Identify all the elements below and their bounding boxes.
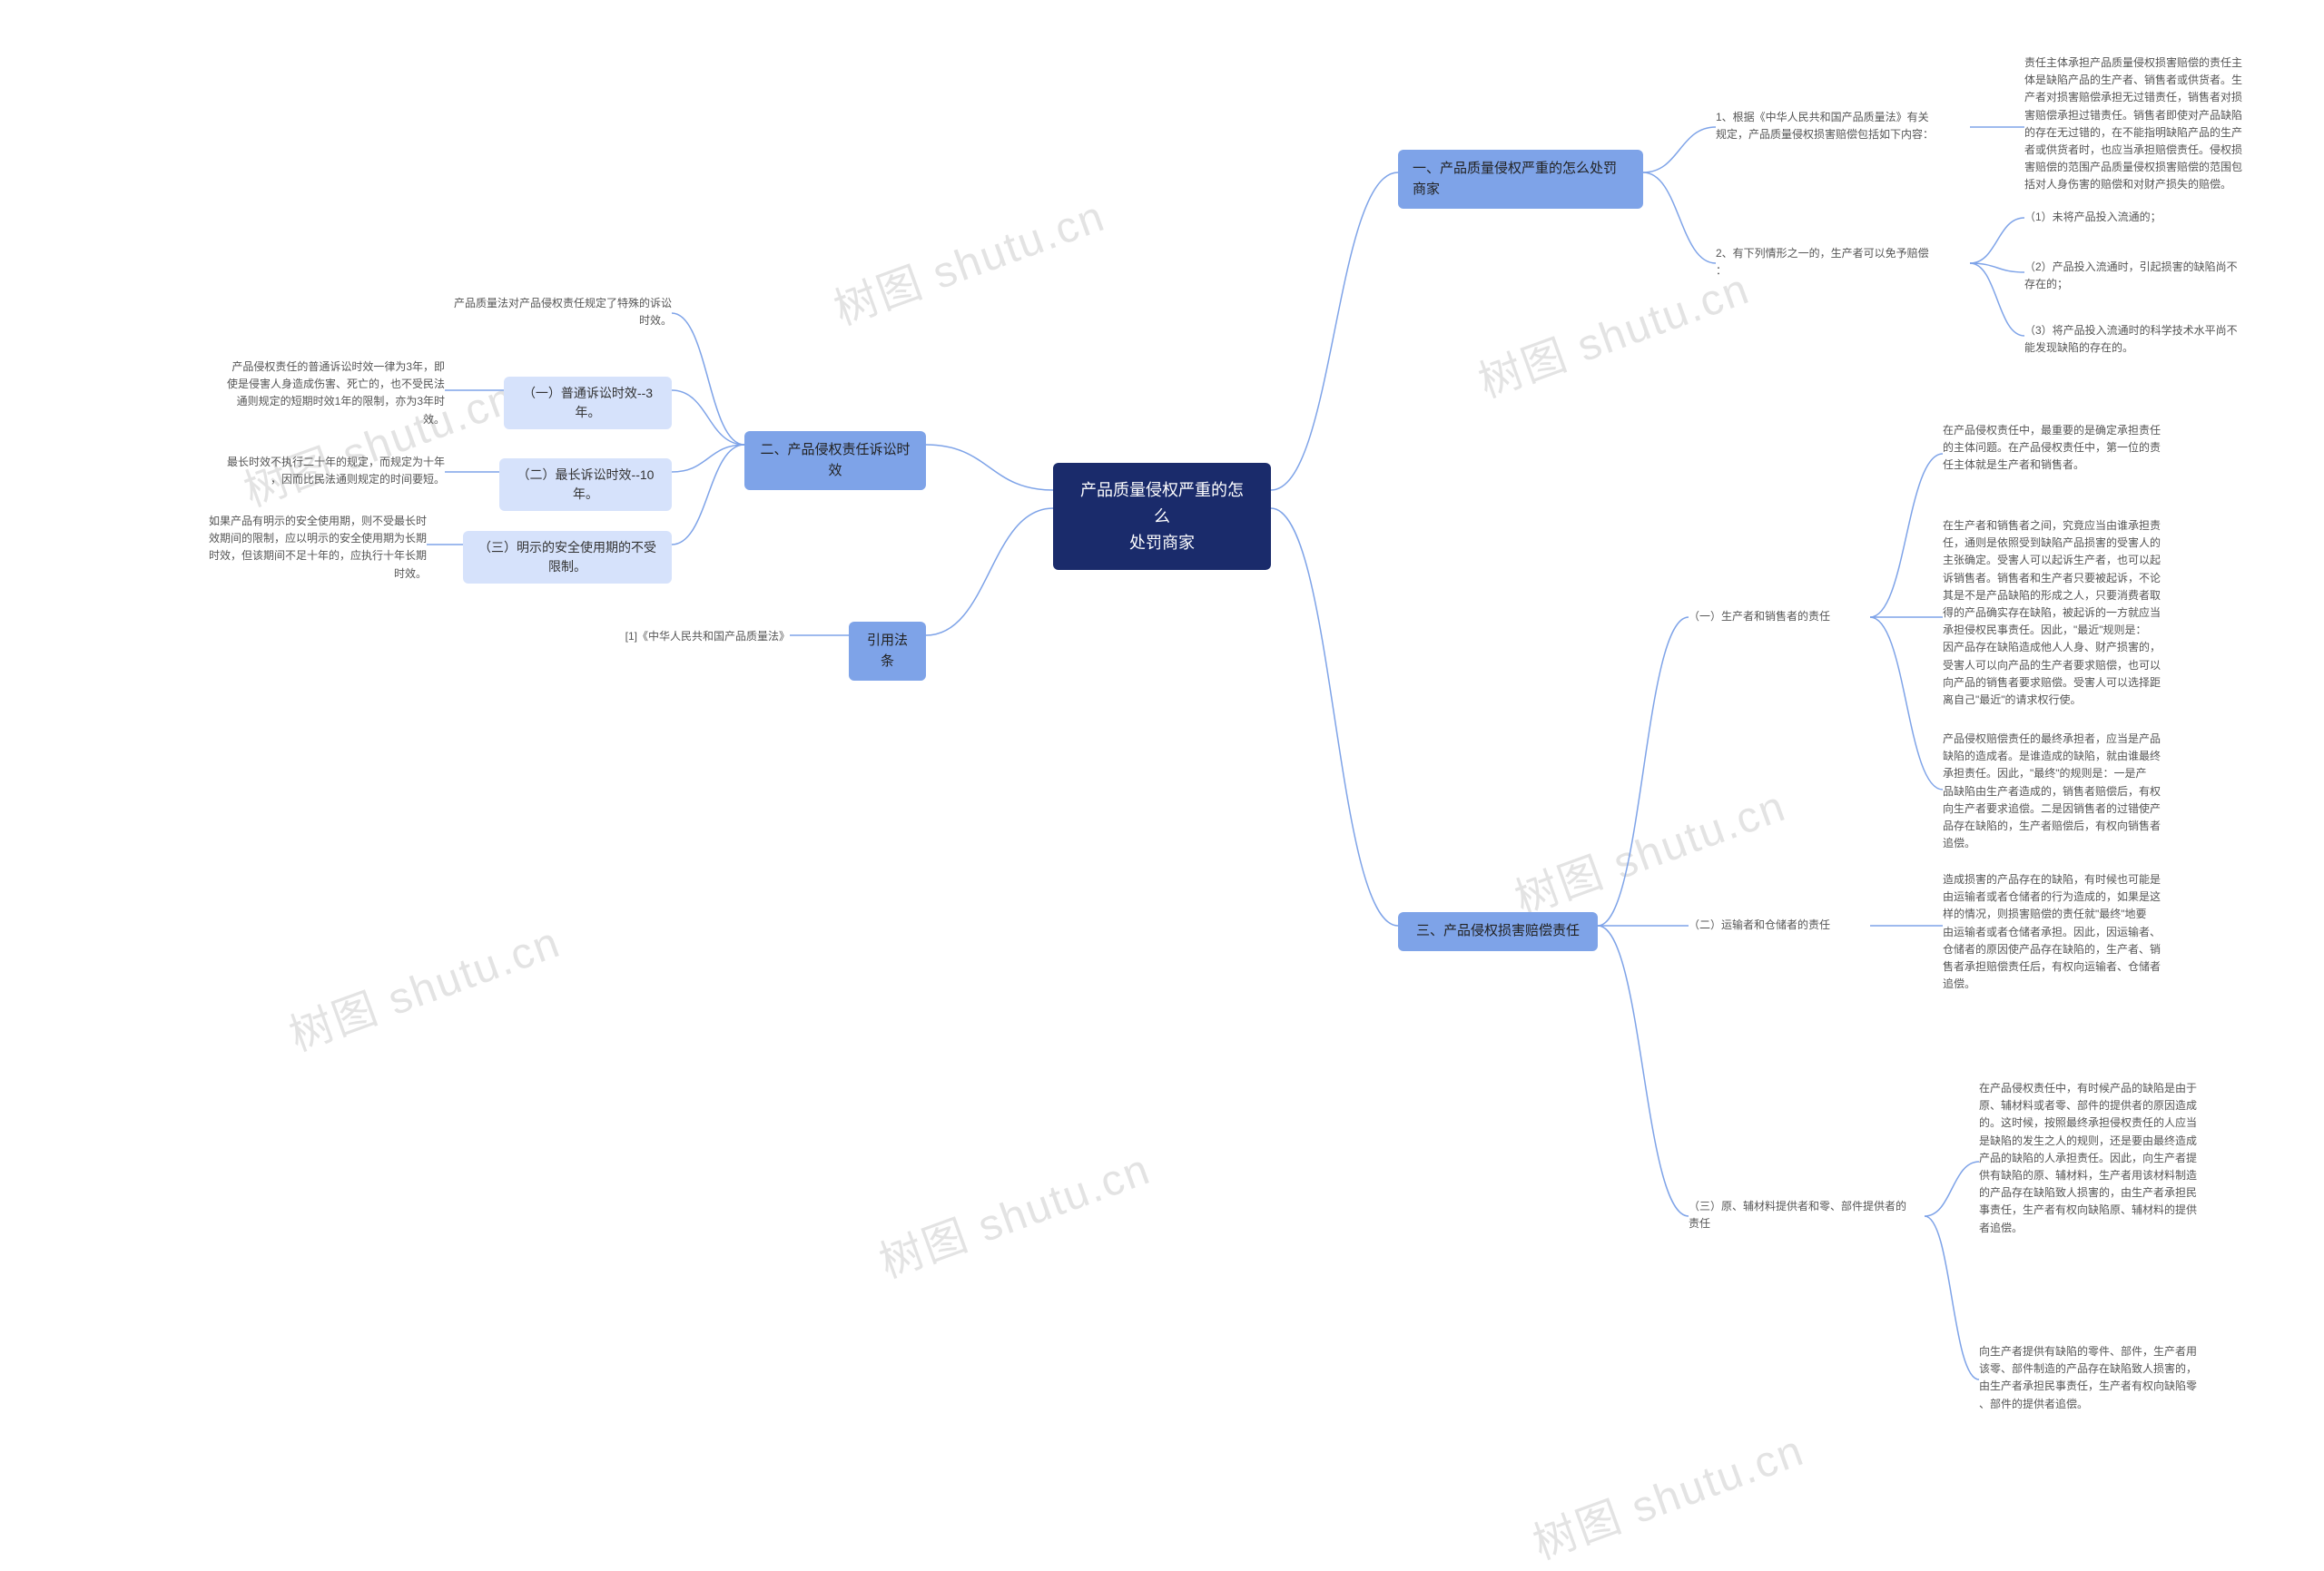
node-r3-c1[interactable]: （一）生产者和销售者的责任 xyxy=(1689,608,1870,625)
node-r3-c2[interactable]: （二）运输者和仓储者的责任 xyxy=(1689,917,1870,934)
mindmap-canvas: 树图 shutu.cn 树图 shutu.cn 树图 shutu.cn 树图 s… xyxy=(0,0,2324,1554)
watermark: 树图 shutu.cn xyxy=(279,907,567,1064)
node-r1-c1[interactable]: 1、根据《中华人民共和国产品质量法》有关规定，产品质量侵权损害赔偿包括如下内容： xyxy=(1716,109,1970,143)
leaf-r3-c3-2: 向生产者提供有缺陷的零件、部件，生产者用该零、部件制造的产品存在缺陷致人损害的，… xyxy=(1979,1343,2251,1413)
watermark: 树图 shutu.cn xyxy=(823,181,1112,338)
leaf-r3-c1-3: 产品侵权赔偿责任的最终承担者，应当是产品缺陷的造成者。是谁造成的缺陷，就由谁最终… xyxy=(1943,731,2215,852)
watermark: 树图 shutu.cn xyxy=(869,1134,1157,1291)
watermark: 树图 shutu.cn xyxy=(1468,253,1757,410)
watermark: 树图 shutu.cn xyxy=(1522,1415,1811,1571)
watermark: 树图 shutu.cn xyxy=(1504,771,1793,928)
node-l2-c3[interactable]: （三）明示的安全使用期的不受限制。 xyxy=(463,531,672,584)
leaf-r1-c1-detail: 责任主体承担产品质量侵权损害赔偿的责任主体是缺陷产品的生产者、销售者或供货者。生… xyxy=(2024,54,2288,194)
leaf-r1-c2-2: （2）产品投入流通时，引起损害的缺陷尚不存在的； xyxy=(2024,259,2288,293)
leaf-l2-c0: 产品质量法对产品侵权责任规定了特殊的诉讼时效。 xyxy=(409,295,672,329)
node-l2-c2[interactable]: （二）最长诉讼时效--10年。 xyxy=(499,458,672,511)
node-r3-c3[interactable]: （三）原、辅材料提供者和零、部件提供者的责任 xyxy=(1689,1198,1925,1232)
root-node[interactable]: 产品质量侵权严重的怎么处罚商家 xyxy=(1053,463,1271,570)
branch-right-3[interactable]: 三、产品侵权损害赔偿责任 xyxy=(1398,912,1598,951)
leaf-r3-c1-2: 在生产者和销售者之间，究竟应当由谁承担责任，通则是依照受到缺陷产品损害的受害人的… xyxy=(1943,517,2215,709)
node-r1-c2[interactable]: 2、有下列情形之一的，生产者可以免予赔偿： xyxy=(1716,245,1970,280)
leaf-r3-c2-1: 造成损害的产品存在的缺陷，有时候也可能是由运输者或者仓储者的行为造成的，如果是这… xyxy=(1943,871,2215,993)
branch-left-2[interactable]: 二、产品侵权责任诉讼时效 xyxy=(744,431,926,490)
leaf-l2-c2: 最长时效不执行二十年的规定，而规定为十年，因而比民法通则规定的时间要短。 xyxy=(182,454,445,488)
leaf-r1-c2-3: （3）将产品投入流通时的科学技术水平尚不能发现缺陷的存在的。 xyxy=(2024,322,2288,357)
leaf-l2-c3: 如果产品有明示的安全使用期，则不受最长时效期间的限制，应以明示的安全使用期为长期… xyxy=(163,513,427,583)
leaf-r3-c1-1: 在产品侵权责任中，最重要的是确定承担责任的主体问题。在产品侵权责任中，第一位的责… xyxy=(1943,422,2215,475)
leaf-r3-c3-1: 在产品侵权责任中，有时候产品的缺陷是由于原、辅材料或者零、部件的提供者的原因造成… xyxy=(1979,1080,2251,1237)
branch-right-1[interactable]: 一、产品质量侵权严重的怎么处罚商家 xyxy=(1398,150,1643,209)
leaf-r1-c2-1: （1）未将产品投入流通的； xyxy=(2024,209,2288,226)
leaf-l2-c1: 产品侵权责任的普通诉讼时效一律为3年，即使是侵害人身造成伤害、死亡的，也不受民法… xyxy=(182,358,445,428)
node-l2-c1[interactable]: （一）普通诉讼时效--3年。 xyxy=(504,377,672,429)
branch-left-ref[interactable]: 引用法条 xyxy=(849,622,926,681)
leaf-ref-1: [1]《中华人民共和国产品质量法》 xyxy=(581,628,790,645)
